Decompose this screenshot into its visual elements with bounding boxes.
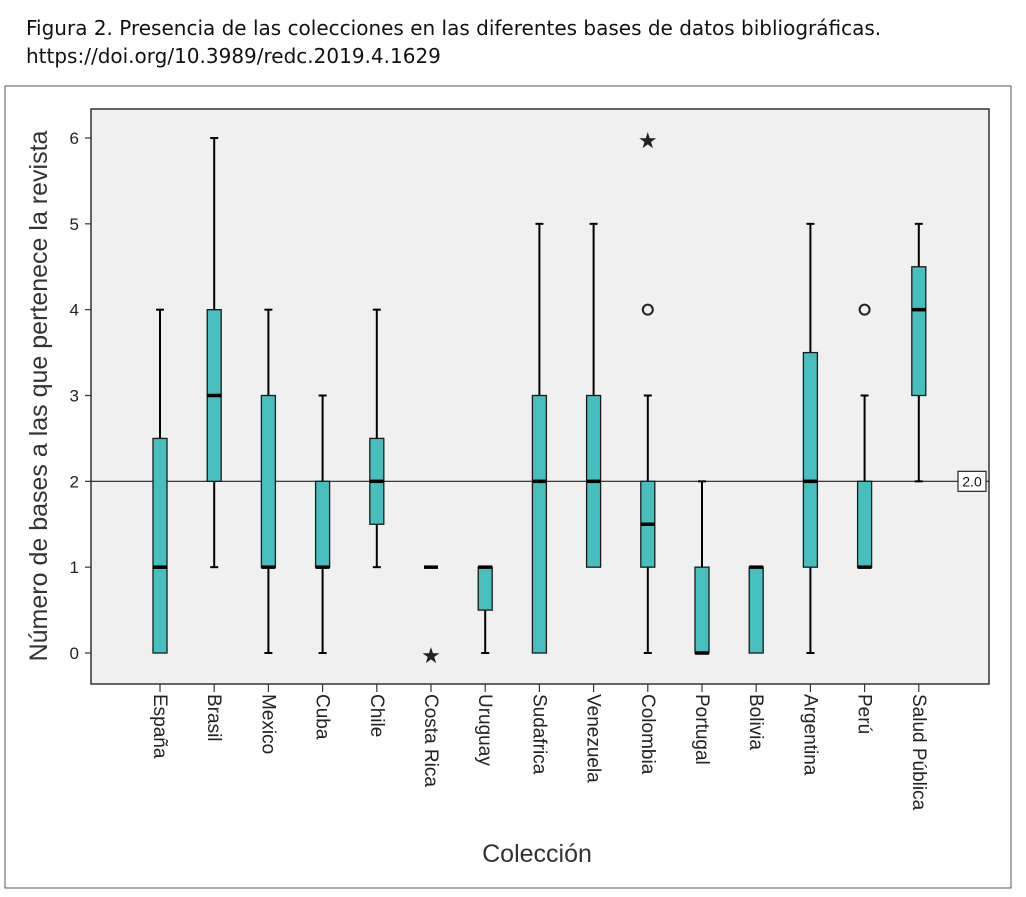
figure-caption: Figura 2. Presencia de las colecciones e… bbox=[26, 14, 1006, 70]
x-tick-label: Chile bbox=[366, 694, 387, 737]
y-axis: 0 1 2 3 4 5 6 bbox=[70, 129, 91, 663]
x-tick-label: Salud Pública bbox=[908, 694, 929, 811]
box-iqr bbox=[694, 566, 710, 654]
box-bolivia bbox=[748, 565, 764, 654]
box-argentina bbox=[802, 222, 819, 654]
x-tick-label: Colombia bbox=[637, 694, 658, 775]
box-chile bbox=[369, 308, 385, 569]
outlier-point bbox=[641, 303, 654, 316]
box-españa bbox=[152, 308, 168, 654]
x-tick-label: Cuba bbox=[312, 694, 333, 740]
box-iqr bbox=[314, 480, 331, 568]
y-tick-label: 5 bbox=[70, 215, 79, 234]
x-tick-label: España bbox=[149, 694, 170, 759]
x-tick-label: Venezuela bbox=[583, 694, 604, 783]
x-tick-label: Argentina bbox=[799, 694, 820, 776]
x-tick-label: Brasil bbox=[203, 694, 224, 742]
box-iqr bbox=[802, 351, 819, 568]
reference-line-label-box bbox=[957, 470, 987, 492]
box-brasil bbox=[206, 137, 222, 569]
box-venezuela bbox=[585, 222, 602, 568]
y-tick-label: 3 bbox=[70, 387, 79, 406]
box-iqr bbox=[152, 437, 168, 654]
y-tick-label: 0 bbox=[70, 644, 79, 663]
box-costa-rica: ★ bbox=[421, 565, 441, 669]
x-tick-label: Uruguay bbox=[474, 694, 495, 766]
box-sudafrica bbox=[531, 222, 548, 654]
caption-title: Figura 2. Presencia de las colecciones e… bbox=[26, 16, 882, 40]
box-iqr bbox=[260, 394, 277, 568]
x-tick-label: Sudafrica bbox=[528, 694, 549, 775]
y-tick-label: 1 bbox=[70, 558, 79, 577]
y-axis-title: Número de bases a las que pertenece la r… bbox=[25, 130, 53, 661]
y-tick-label: 2 bbox=[70, 472, 79, 491]
box-perú bbox=[856, 303, 873, 569]
box-colombia: ★ bbox=[638, 129, 658, 654]
boxes-group: ★★ bbox=[152, 129, 927, 669]
reference-line-label: 2.0 bbox=[962, 473, 982, 489]
extreme-point: ★ bbox=[638, 129, 658, 154]
x-tick-label: Costa Rica bbox=[420, 694, 441, 787]
box-cuba bbox=[314, 394, 331, 654]
box-mexico bbox=[260, 308, 277, 654]
extreme-point: ★ bbox=[421, 644, 441, 669]
box-iqr bbox=[748, 566, 764, 654]
box-iqr bbox=[911, 266, 927, 397]
caption-doi: https://doi.org/10.3989/redc.2019.4.1629 bbox=[26, 44, 441, 68]
x-tick-label: Perú bbox=[854, 694, 875, 734]
box-portugal bbox=[694, 480, 710, 655]
box-iqr bbox=[477, 566, 493, 611]
y-tick-label: 6 bbox=[70, 129, 79, 148]
box-salud-pública bbox=[911, 222, 927, 483]
box-uruguay bbox=[477, 565, 493, 654]
outlier-point bbox=[858, 303, 871, 316]
box-iqr bbox=[531, 394, 548, 654]
x-axis-title: Colección bbox=[482, 840, 592, 868]
x-axis: España Brasil Mexico Cuba Chile Costa Rica Uru… bbox=[149, 684, 929, 811]
x-tick-label: Bolivia bbox=[745, 694, 766, 750]
y-tick-label: 4 bbox=[70, 301, 79, 320]
x-tick-label: Mexico bbox=[257, 694, 278, 754]
x-tick-label: Portugal bbox=[691, 694, 712, 765]
box-iqr bbox=[856, 480, 873, 568]
